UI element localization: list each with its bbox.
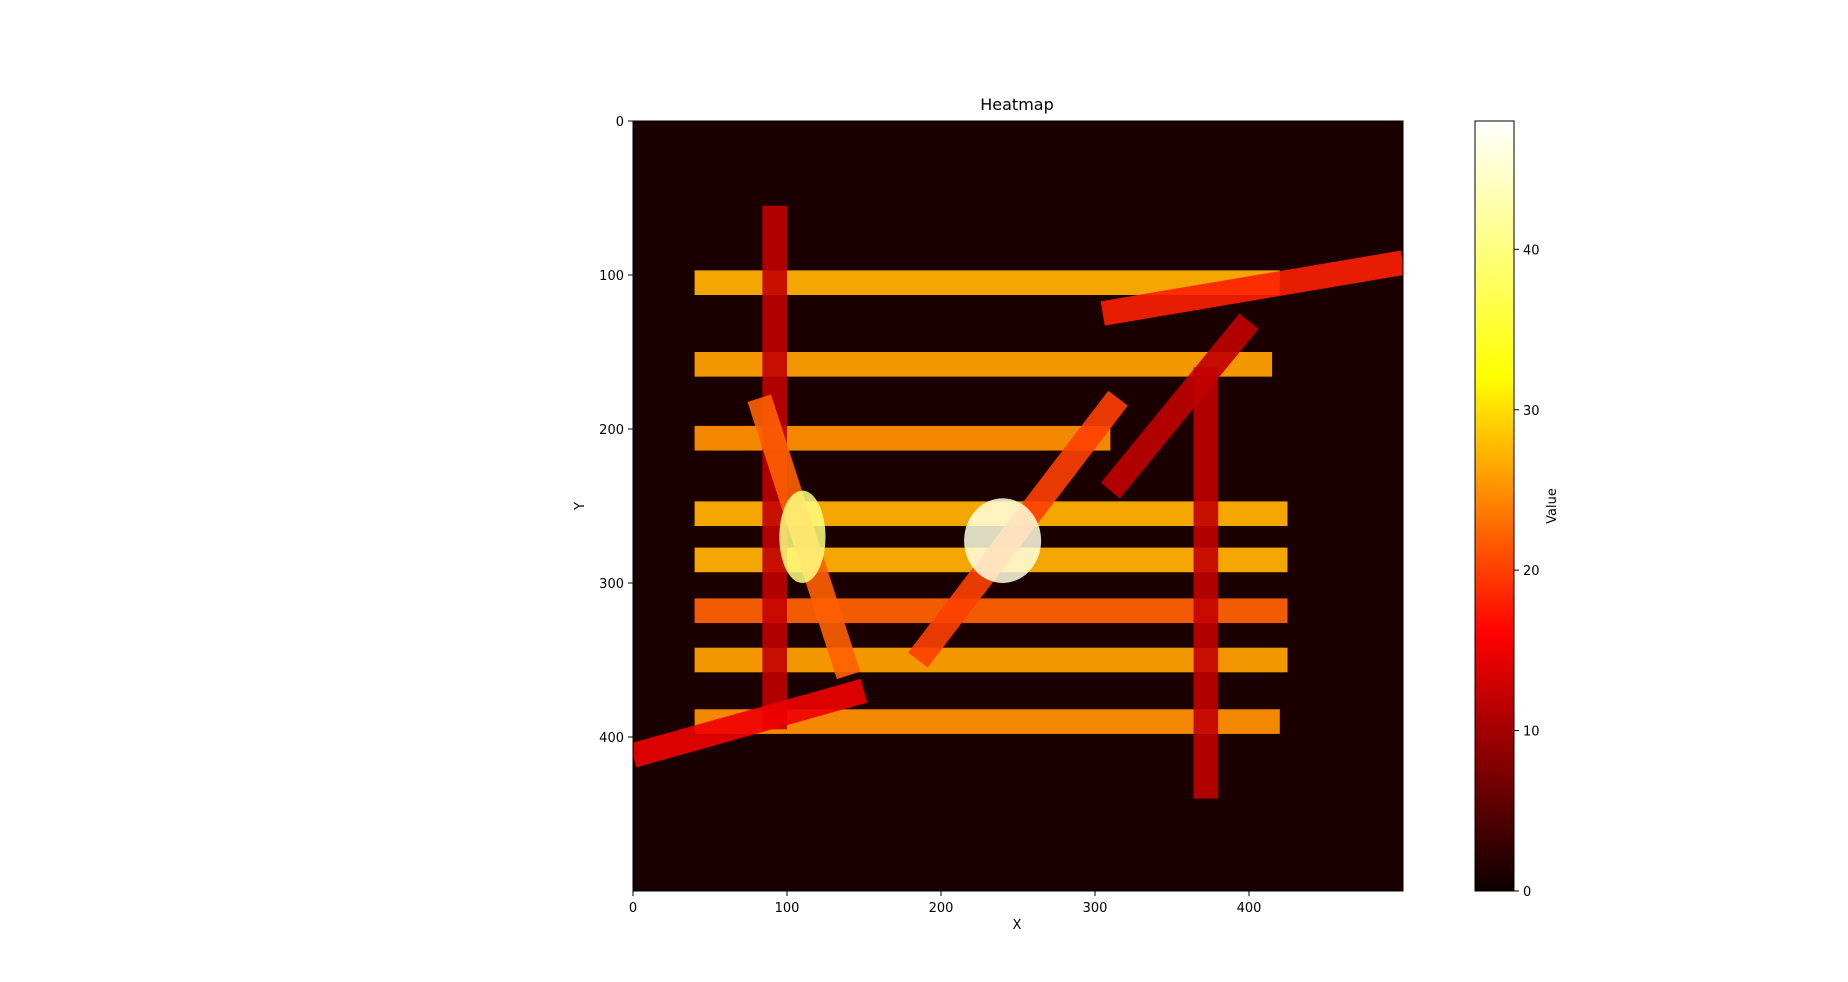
x-tick-label: 0: [629, 901, 637, 916]
horizontal-band-5: [694, 598, 1288, 624]
diagonal-band-10: [633, 678, 868, 768]
vertical-band-9: [1193, 367, 1219, 799]
x-axis-title: X: [1013, 918, 1022, 933]
hotspot-16: [964, 498, 1042, 583]
y-tick-label: 0: [616, 115, 624, 130]
chart-title: Heatmap: [980, 95, 1054, 114]
colorbar-gradient: [1474, 120, 1515, 892]
y-axis: 0 100 200 300 400: [599, 115, 633, 746]
colorbar-ticks: 0 10 20 30 40: [1514, 243, 1540, 900]
colorbar-tick-label: 10: [1523, 725, 1540, 740]
heatmap-bands: [633, 205, 1403, 799]
horizontal-band-6: [694, 647, 1288, 673]
colorbar-tick-label: 0: [1523, 885, 1531, 900]
y-tick-label: 400: [599, 731, 624, 746]
y-axis-title: Y: [573, 502, 588, 511]
hotspot-15: [779, 490, 826, 583]
diagonal-band-14: [1100, 313, 1259, 499]
diagonal-band-11: [1100, 250, 1403, 326]
x-tick-label: 100: [775, 901, 800, 916]
colorbar-tick-label: 20: [1523, 564, 1540, 579]
x-tick-label: 200: [929, 901, 954, 916]
horizontal-band-1: [694, 352, 1273, 377]
x-tick-label: 300: [1083, 901, 1108, 916]
heatmap-plot-area: [632, 120, 1404, 892]
x-tick-label: 400: [1237, 901, 1262, 916]
y-tick-label: 200: [599, 423, 624, 438]
y-tick-label: 100: [599, 269, 624, 284]
x-axis: 0 100 200 300 400: [629, 891, 1262, 916]
colorbar-tick-label: 30: [1523, 404, 1540, 419]
y-tick-label: 300: [599, 577, 624, 592]
colorbar: 0 10 20 30 40 Value: [1474, 120, 1560, 900]
plot-frame: [632, 120, 1404, 892]
colorbar-tick-label: 40: [1523, 243, 1540, 258]
colorbar-label: Value: [1545, 488, 1560, 524]
